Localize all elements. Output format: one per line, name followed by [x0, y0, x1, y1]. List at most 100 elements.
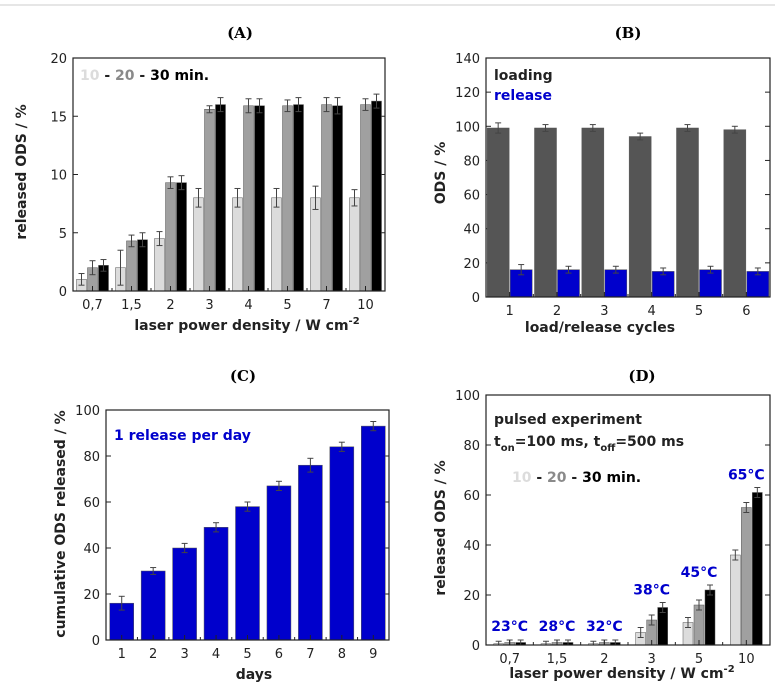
panel-d-annotation-2: ton=100 ms, toff=500 ms: [494, 434, 684, 454]
panel-b-ylabel: ODS / %: [433, 142, 449, 205]
panel-c-xlabel: days: [236, 667, 273, 683]
y-tick-label: 40: [463, 223, 480, 238]
bar: [741, 507, 752, 646]
y-tick-label: 0: [92, 634, 100, 649]
x-tick-label: 4: [244, 298, 252, 313]
x-tick-label: 0,7: [499, 652, 520, 667]
plot-frame: [105, 409, 390, 641]
y-tick-label: 5: [59, 227, 67, 242]
y-tick-label: 100: [455, 120, 480, 135]
plot-1: 0 5 10 15 20 0,7 1,5 2 3 4 5 7 10: [50, 52, 386, 313]
bar: [203, 527, 229, 641]
bar: [628, 136, 652, 298]
bar: [176, 182, 187, 292]
y-tick-label: 60: [463, 489, 480, 504]
bar: [193, 197, 204, 292]
x-tick-label: 1: [506, 304, 514, 319]
plot-frame: [485, 394, 771, 646]
x-tick-label: 10: [738, 652, 755, 667]
x-tick-label: 6: [742, 304, 750, 319]
x-tick-label: 9: [369, 647, 377, 662]
temperature-label: 45°C: [681, 565, 718, 581]
y-tick-label: 0: [59, 285, 67, 300]
temperature-label: 65°C: [728, 468, 765, 484]
bar: [361, 425, 386, 641]
bar: [298, 464, 323, 641]
y-tick-label: 140: [455, 52, 480, 67]
panel-d-xlabel: laser power density / W cm-2: [509, 664, 734, 682]
bar: [137, 239, 148, 292]
bar: [310, 197, 321, 292]
panel-d-title: (D): [628, 367, 655, 385]
temperature-label: 23°C: [491, 619, 528, 635]
panel-c-ylabel: cumulative ODS released / %: [53, 410, 69, 637]
panel-d-legend: 10 - 20 - 30 min.: [512, 470, 641, 486]
bar: [581, 127, 605, 298]
x-tick-label: 8: [338, 647, 346, 662]
x-tick-label: 2: [149, 647, 157, 662]
bar: [486, 127, 510, 298]
y-tick-label: 100: [455, 389, 480, 404]
bar: [266, 485, 292, 641]
x-tick-label: 2: [553, 304, 561, 319]
x-tick-label: 1,5: [121, 298, 142, 313]
x-tick-label: 2: [600, 652, 608, 667]
panel-a-title: (A): [227, 24, 253, 42]
bar: [752, 492, 763, 646]
panel-d-annotation-1: pulsed experiment: [494, 412, 642, 428]
panel-a-xlabel: laser power density / W cm-2: [134, 316, 359, 334]
bar: [332, 105, 343, 292]
x-tick-label: 6: [275, 647, 283, 662]
x-tick-label: 4: [648, 304, 656, 319]
bar: [371, 100, 382, 292]
panel-d-ylabel: released ODS / %: [433, 460, 449, 595]
y-tick-label: 15: [50, 110, 67, 125]
legend-30min: 30 min.: [150, 68, 209, 84]
bar: [215, 104, 226, 292]
x-tick-label: 3: [600, 304, 608, 319]
y-tick-label: 20: [83, 588, 100, 603]
bar: [271, 197, 282, 292]
legend-30min: 30 min.: [582, 470, 641, 486]
bar: [172, 547, 197, 641]
panel-b-title: (B): [615, 24, 642, 42]
bar: [699, 269, 722, 298]
y-tick-label: 80: [83, 450, 100, 465]
panel-c-annotation: 1 release per day: [114, 428, 251, 444]
bar: [657, 607, 668, 646]
bar: [126, 240, 137, 292]
y-tick-label: 120: [455, 86, 480, 101]
bar: [704, 589, 716, 646]
panel-b-legend-loading: loading: [494, 68, 553, 84]
bar: [676, 127, 699, 298]
bar: [349, 197, 360, 292]
temperature-label: 28°C: [539, 619, 576, 635]
x-tick-label: 10: [357, 298, 374, 313]
bar: [360, 104, 371, 292]
y-tick-label: 20: [50, 52, 67, 67]
y-tick-label: 60: [83, 496, 100, 511]
x-tick-label: 3: [648, 652, 656, 667]
x-tick-label: 5: [243, 647, 251, 662]
plot-3: 0 20 40 60 80 100 1 2 3 4 5 6 7 8 9: [75, 404, 390, 662]
bar: [321, 104, 332, 292]
bar: [140, 570, 166, 641]
y-tick-label: 20: [463, 589, 480, 604]
y-tick-label: 80: [463, 439, 480, 454]
panel-b-legend-release: release: [494, 88, 552, 104]
bar: [534, 127, 557, 298]
y-tick-label: 40: [463, 539, 480, 554]
legend-10min: 10: [512, 470, 532, 486]
plot-4: 0 20 40 60 80 100 0,7 23°C 1,5 28°C 2 32°C 3 38°C 5 45°…: [455, 389, 771, 667]
panel-b-xlabel: load/release cycles: [525, 320, 675, 336]
x-tick-label: 3: [205, 298, 213, 313]
legend-20min: 20: [547, 470, 567, 486]
bar: [165, 182, 176, 292]
x-tick-label: 5: [695, 304, 703, 319]
panel-d: (D) released ODS / % laser power density…: [433, 367, 735, 682]
x-tick-label: 7: [322, 298, 330, 313]
bar: [604, 269, 628, 298]
x-tick-label: 5: [283, 298, 291, 313]
y-tick-label: 0: [472, 639, 480, 654]
x-tick-label: 7: [306, 647, 314, 662]
